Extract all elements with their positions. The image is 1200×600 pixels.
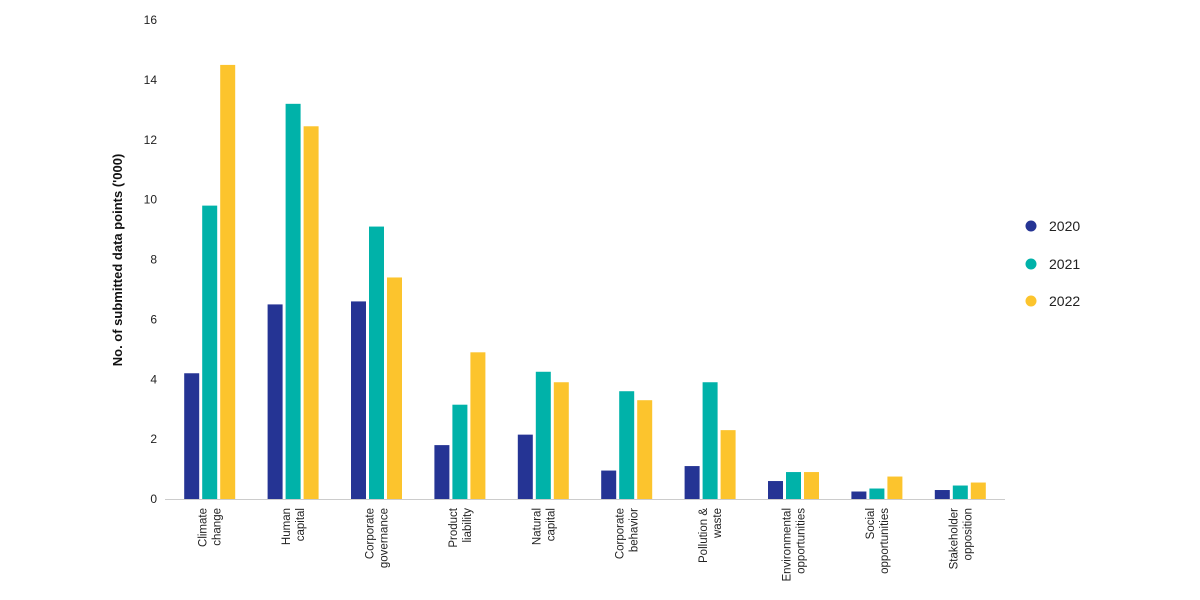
bar-2021 — [619, 391, 635, 499]
bar-2020 — [684, 466, 700, 499]
y-tick-label: 12 — [144, 133, 158, 147]
category-label: Product liability — [448, 507, 474, 547]
category-label-line: capital — [545, 508, 557, 541]
category-label-line: Social — [865, 508, 877, 539]
bar-2021 — [702, 382, 718, 499]
bar-2020 — [184, 373, 200, 499]
y-tick-label: 2 — [150, 432, 157, 446]
category-label-line: Climate — [198, 508, 210, 547]
bar-2021 — [202, 205, 218, 500]
category-label-line: change — [212, 508, 224, 546]
y-tick-label: 0 — [150, 492, 157, 506]
bar-2022 — [887, 476, 903, 499]
bar-2022 — [387, 277, 402, 499]
bar-2020 — [768, 481, 783, 499]
legend: 2020 2021 2022 — [1025, 218, 1080, 309]
y-tick-label: 10 — [144, 193, 158, 207]
legend-item-2022: 2022 — [1025, 293, 1080, 309]
bar-2022 — [220, 64, 236, 499]
category-label-line: Pollution & — [698, 508, 710, 563]
bar-2020 — [267, 304, 283, 499]
bar-2021 — [869, 488, 885, 499]
category-label: Stakeholder opposition — [948, 508, 974, 570]
category-label-line: opportunities — [879, 508, 891, 574]
bar-2022 — [303, 126, 319, 499]
category-label-line: Corporate — [615, 508, 627, 559]
category-label: Corporate behavior — [615, 508, 641, 559]
y-tick-label: 4 — [150, 372, 157, 386]
bars — [184, 64, 986, 500]
bar-2021 — [369, 226, 384, 499]
category-label: Corporate governance — [365, 508, 391, 568]
bar-2021 — [452, 404, 468, 499]
y-tick-label: 14 — [144, 73, 158, 87]
bar-2020 — [934, 490, 950, 499]
category-label: Environmental opportunities — [782, 508, 808, 582]
category-label-line: Stakeholder — [948, 508, 960, 570]
y-axis-label: No. of submitted data points ('000) — [110, 154, 125, 367]
y-tick-label: 6 — [150, 312, 157, 326]
bar-2022 — [470, 352, 486, 499]
category-label-line: liability — [462, 508, 474, 543]
bar-2020 — [517, 434, 533, 499]
y-tick-label: 16 — [144, 13, 158, 27]
legend-item-2021: 2021 — [1025, 256, 1080, 272]
bar-2020 — [434, 445, 450, 499]
category-label-line: Corporate — [365, 508, 377, 559]
legend-label: 2021 — [1049, 256, 1080, 272]
bar-2022 — [720, 430, 736, 499]
category-label: Social opportunities — [865, 508, 891, 574]
category-label-line: Human — [281, 508, 293, 545]
category-label: Natural capital — [531, 508, 557, 545]
bar-2021 — [285, 103, 301, 499]
bar-2020 — [601, 470, 617, 499]
bar-2021 — [786, 472, 801, 499]
category-label-line: Environmental — [782, 508, 794, 582]
legend-marker — [1025, 295, 1037, 307]
bar-2022 — [970, 482, 986, 499]
category-label: Climate change — [198, 508, 224, 547]
legend-label: 2022 — [1049, 293, 1080, 309]
bar-2022 — [637, 400, 653, 499]
bar-2021 — [535, 371, 551, 499]
y-tick-label: 8 — [150, 253, 157, 267]
category-label-line: Product — [448, 507, 460, 547]
category-label-line: opposition — [962, 508, 974, 560]
legend-marker — [1025, 220, 1037, 232]
category-label-line: behavior — [629, 508, 641, 552]
bar-2020 — [351, 301, 366, 499]
svg-text:Pollution &waste: Pollution & waste — [698, 508, 724, 563]
category-label: Human capital — [281, 508, 307, 545]
bar-2020 — [851, 491, 867, 499]
category-label-line: waste — [712, 508, 724, 539]
legend-label: 2020 — [1049, 218, 1080, 234]
legend-marker — [1025, 258, 1037, 270]
category-label-line: opportunities — [796, 508, 808, 574]
bar-2022 — [553, 382, 569, 499]
category-label-line: Natural — [531, 508, 543, 545]
category-label: Pollution & waste — [698, 508, 724, 563]
category-label-line: governance — [379, 508, 391, 568]
x-axis-category-labels: Climate change Human capital Corporate govern… — [198, 507, 975, 581]
category-label-line: capital — [295, 508, 307, 541]
legend-item-2020: 2020 — [1025, 218, 1080, 234]
y-axis: 0 2 4 6 8 10 12 14 16 — [144, 13, 158, 506]
bar-2022 — [804, 472, 819, 499]
bar-2021 — [952, 485, 968, 499]
